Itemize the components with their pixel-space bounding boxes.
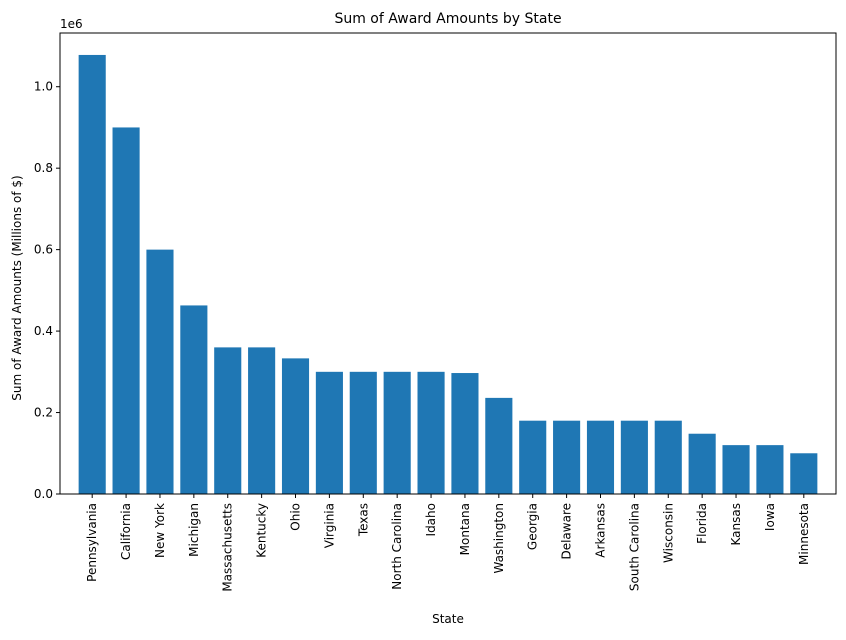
x-tick-label: Arkansas [593,503,607,558]
x-tick-label: Idaho [424,503,438,536]
bar-idaho [417,371,445,494]
x-tick-label: Washington [492,503,506,574]
x-tick-label: Delaware [560,503,574,560]
x-tick-label: Massachusetts [221,503,235,592]
x-tick-label: North Carolina [390,503,404,590]
plot-frame [59,32,837,495]
x-tick-label: Montana [458,503,472,555]
bar-massachusetts [214,347,242,494]
bar-texas [349,371,377,494]
x-tick-label: California [119,503,133,560]
x-tick-label: Ohio [289,503,303,531]
bar-delaware [553,420,581,494]
bar-new-york [146,249,174,494]
x-tick-label: Virginia [322,503,336,548]
x-axis-ticks: Pennsylvania California New York Michigan Ma… [85,494,811,592]
x-tick-label: Kansas [729,503,743,545]
x-tick-label: Wisconsin [661,503,675,563]
bar-arkansas [586,420,615,494]
bar-pennsylvania [78,54,106,494]
x-tick-label: Kentucky [255,503,269,558]
bar-south-carolina [620,420,648,494]
y-tick-label: 0.4 [34,324,53,338]
x-tick-label: Iowa [763,503,777,531]
y-axis-offset-label: 1e6 [60,17,83,31]
x-tick-label: South Carolina [627,503,641,591]
bar-kentucky [248,347,276,494]
bar-ohio [281,358,310,494]
x-tick-label: Georgia [526,503,540,550]
x-tick-label: Florida [695,503,709,544]
x-axis-title: State [432,612,464,626]
bar-california [112,127,140,494]
y-axis-ticks: 0.0 0.2 0.4 0.6 0.8 1.0 [34,80,60,501]
y-tick-label: 0.0 [34,487,53,501]
x-tick-label: Michigan [187,503,201,557]
bar-michigan [180,305,208,494]
y-tick-label: 0.8 [34,161,53,175]
bar-georgia [519,420,547,494]
x-tick-label: Texas [356,503,370,537]
y-tick-label: 0.2 [34,406,53,420]
y-axis-title: Sum of Award Amounts (Millions of $) [10,175,24,400]
bar-north-carolina [383,371,411,494]
y-tick-label: 0.6 [34,243,53,257]
x-tick-label: Minnesota [797,503,811,565]
bar-florida [688,433,716,494]
x-tick-label: Pennsylvania [85,503,99,582]
bar-virginia [315,371,343,494]
bar-wisconsin [654,420,682,494]
bar-washington [485,397,513,494]
bar-montana [451,373,479,494]
bar-kansas [722,445,750,494]
bar-minnesota [790,453,818,494]
bar-iowa [756,445,784,494]
bars [78,54,818,494]
chart-title: Sum of Award Amounts by State [334,11,561,27]
y-tick-label: 1.0 [34,80,53,94]
x-tick-label: New York [153,503,167,558]
